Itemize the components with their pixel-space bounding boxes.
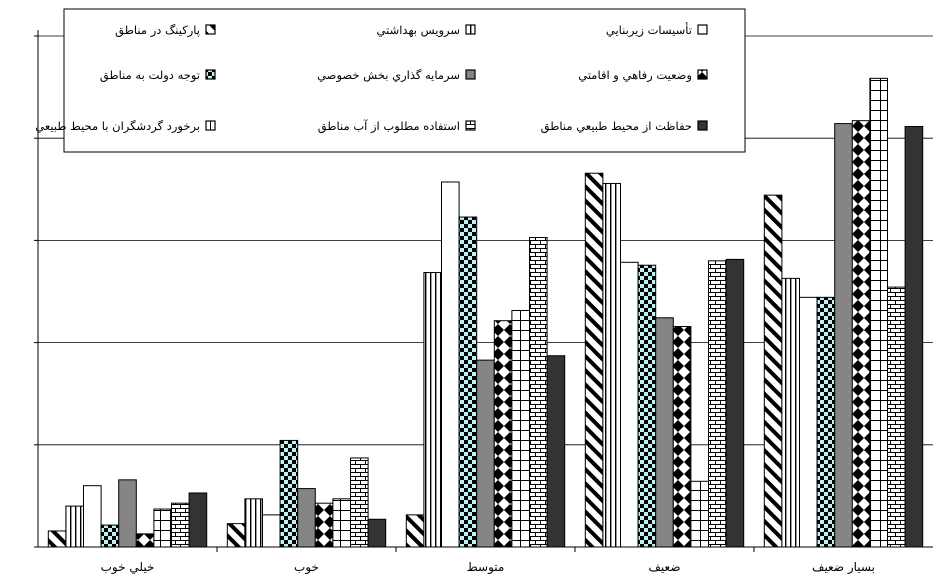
x-tick-label: بسيار ضعيف — [812, 560, 875, 575]
legend-label: سرمايه گذاري بخش خصوصي — [317, 68, 460, 83]
legend-swatch — [205, 24, 216, 35]
bar — [725, 258, 745, 548]
bar — [297, 488, 316, 548]
bar — [781, 277, 801, 548]
legend-swatch — [465, 120, 476, 131]
bar — [153, 508, 172, 548]
bar — [529, 236, 548, 548]
bar — [476, 359, 495, 548]
bar — [834, 123, 853, 548]
bar — [441, 181, 460, 548]
bar — [458, 216, 478, 548]
bar — [83, 485, 102, 548]
bar — [620, 261, 639, 548]
x-tick-label: خوب — [294, 560, 319, 575]
bar — [637, 264, 657, 548]
x-tick-label: خيلي خوب — [101, 560, 155, 575]
legend-label: پارکينگ در مناطق — [115, 23, 200, 38]
bar — [405, 514, 425, 548]
legend-swatch — [205, 120, 216, 131]
bar — [314, 502, 334, 548]
bar — [904, 126, 924, 548]
bar — [584, 172, 604, 548]
legend-box — [63, 8, 746, 153]
bar — [511, 309, 530, 548]
bar — [332, 498, 351, 548]
legend-swatch — [205, 69, 216, 80]
x-axis-labels: خيلي خوب خوب متوسط ضعيف بسيار ضعيف — [101, 560, 875, 575]
legend-label: توجه دولت به مناطق — [100, 68, 200, 83]
bar — [423, 272, 442, 548]
legend-swatch — [697, 120, 708, 131]
bar — [869, 77, 889, 548]
bar — [367, 518, 387, 548]
bar — [279, 439, 299, 548]
legend-swatch — [465, 24, 476, 35]
bar — [118, 479, 137, 548]
legend-label: تأسيسات زيربنايي — [606, 22, 692, 38]
legend-label: حفاظت از محيط طبيعي مناطق — [541, 119, 692, 134]
legend-label: استفاده مطلوب از آب مناطق — [318, 119, 460, 134]
bar — [135, 533, 155, 548]
bar — [887, 286, 906, 548]
bar — [672, 326, 692, 548]
bar — [226, 523, 246, 548]
bar — [47, 530, 67, 548]
legend-swatch — [697, 24, 708, 35]
bar — [188, 492, 208, 548]
legend-swatch — [697, 69, 708, 80]
bar — [655, 317, 674, 548]
legend-label: وضعيت رفاهي و اقامتي — [578, 68, 692, 83]
bar — [602, 182, 622, 548]
bar — [763, 194, 783, 548]
bar — [851, 120, 871, 548]
bar — [708, 260, 727, 548]
x-tick-label: ضعيف — [648, 560, 680, 574]
bar — [100, 524, 120, 548]
bar — [262, 514, 281, 548]
bar — [799, 296, 818, 548]
bar — [493, 320, 513, 548]
bar — [546, 355, 566, 548]
x-tick-label: متوسط — [467, 560, 505, 575]
legend-swatch — [465, 69, 476, 80]
bar — [816, 296, 836, 548]
legend-label: برخورد گردشگران با محيط طبيعي — [35, 119, 200, 134]
bar — [171, 502, 190, 548]
bar — [244, 498, 263, 548]
bar — [350, 457, 369, 548]
bars — [47, 77, 924, 548]
axes — [34, 30, 933, 552]
legend-label: سرويس بهداشتي — [377, 23, 460, 38]
legend: پارکينگ در مناطق سرويس بهداشتي تأسيسات زير… — [35, 8, 746, 153]
bar — [65, 505, 85, 548]
bar — [690, 480, 710, 548]
